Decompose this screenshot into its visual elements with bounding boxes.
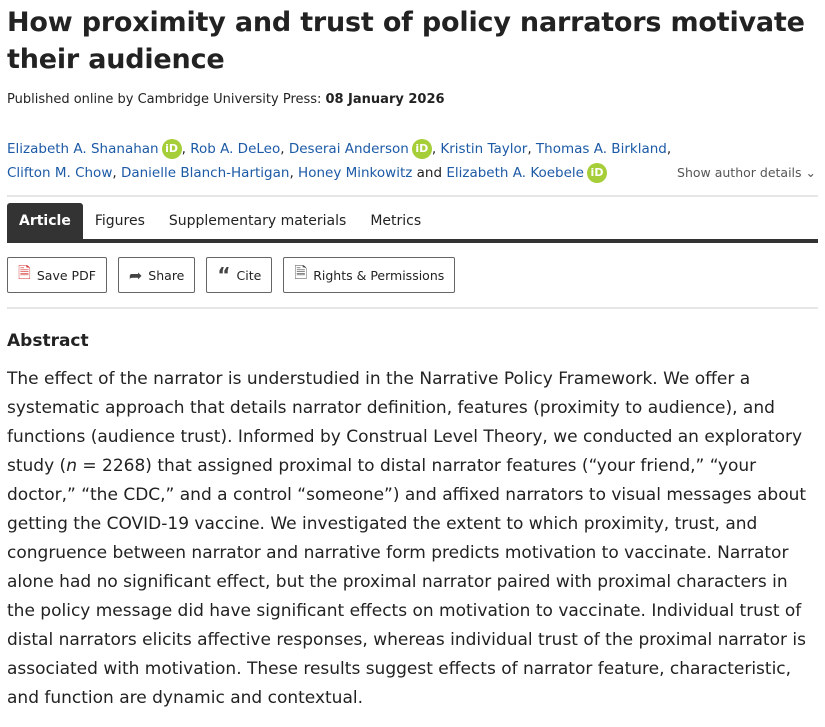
abstract-part: The effect of the narrator is understudi… xyxy=(7,369,803,476)
show-author-details-button[interactable]: Show author details ⌄ xyxy=(677,161,816,185)
rights-permissions-button[interactable]: 🗎 Rights & Permissions xyxy=(283,257,456,293)
author-link[interactable]: Thomas A. Birkland xyxy=(535,141,667,157)
divider xyxy=(7,195,818,197)
tab-supplementary[interactable]: Supplementary materials xyxy=(168,213,347,229)
divider xyxy=(7,307,818,309)
show-author-details-label: Show author details xyxy=(677,165,802,180)
orcid-icon[interactable]: iD xyxy=(161,139,182,159)
and-text: and xyxy=(416,165,443,181)
article-title: How proximity and trust of policy narrat… xyxy=(7,7,805,75)
action-buttons: 🗎 Save PDF ➦ Share “ Cite 🗎 Rights & Permiss… xyxy=(7,257,818,293)
abstract-text: The effect of the narrator is understudi… xyxy=(7,365,812,713)
cite-button[interactable]: “ Cite xyxy=(206,257,273,293)
orcid-icon[interactable]: iD xyxy=(411,139,432,159)
rights-label: Rights & Permissions xyxy=(313,267,445,283)
author-link[interactable]: Elizabeth A. Koebele xyxy=(446,165,584,181)
abstract-heading: Abstract xyxy=(7,331,89,351)
orcid-icon[interactable]: iD xyxy=(587,163,607,183)
published-label: Published online by Cambridge University… xyxy=(7,92,322,107)
author-link[interactable]: Elizabeth A. Shanahan xyxy=(7,141,159,157)
published-line: Published online by Cambridge University… xyxy=(7,92,818,107)
quote-icon: “ xyxy=(217,263,231,287)
document-check-icon: 🗎 xyxy=(294,262,308,282)
article-tabs: Article Figures Supplementary materials … xyxy=(7,203,818,243)
author-link[interactable]: Deserai Anderson xyxy=(288,141,409,157)
tab-figures[interactable]: Figures xyxy=(94,213,145,229)
author-list: Elizabeth A. Shanahan iD, Rob A. DeLeo, D… xyxy=(7,137,818,185)
abstract-part: = 2268) that assigned proximal to distal… xyxy=(7,456,807,708)
author-link[interactable]: Clifton M. Chow xyxy=(7,165,113,181)
author-link[interactable]: Danielle Blanch-Hartigan xyxy=(120,165,290,181)
share-icon: ➦ xyxy=(128,265,143,285)
author-link[interactable]: Rob A. DeLeo xyxy=(190,141,281,157)
tab-metrics[interactable]: Metrics xyxy=(370,213,422,229)
author-link[interactable]: Kristin Taylor xyxy=(440,141,528,157)
abstract-n: n xyxy=(66,456,77,476)
published-date: 08 January 2026 xyxy=(325,92,445,107)
pdf-icon: 🗎 xyxy=(18,262,31,282)
chevron-down-icon: ⌄ xyxy=(805,165,816,180)
share-label: Share xyxy=(148,267,185,283)
save-pdf-label: Save PDF xyxy=(36,267,96,283)
tab-article[interactable]: Article xyxy=(7,203,83,239)
cite-label: Cite xyxy=(236,267,262,283)
share-button[interactable]: ➦ Share xyxy=(117,257,196,293)
save-pdf-button[interactable]: 🗎 Save PDF xyxy=(7,257,107,293)
author-link[interactable]: Honey Minkowitz xyxy=(298,165,413,181)
